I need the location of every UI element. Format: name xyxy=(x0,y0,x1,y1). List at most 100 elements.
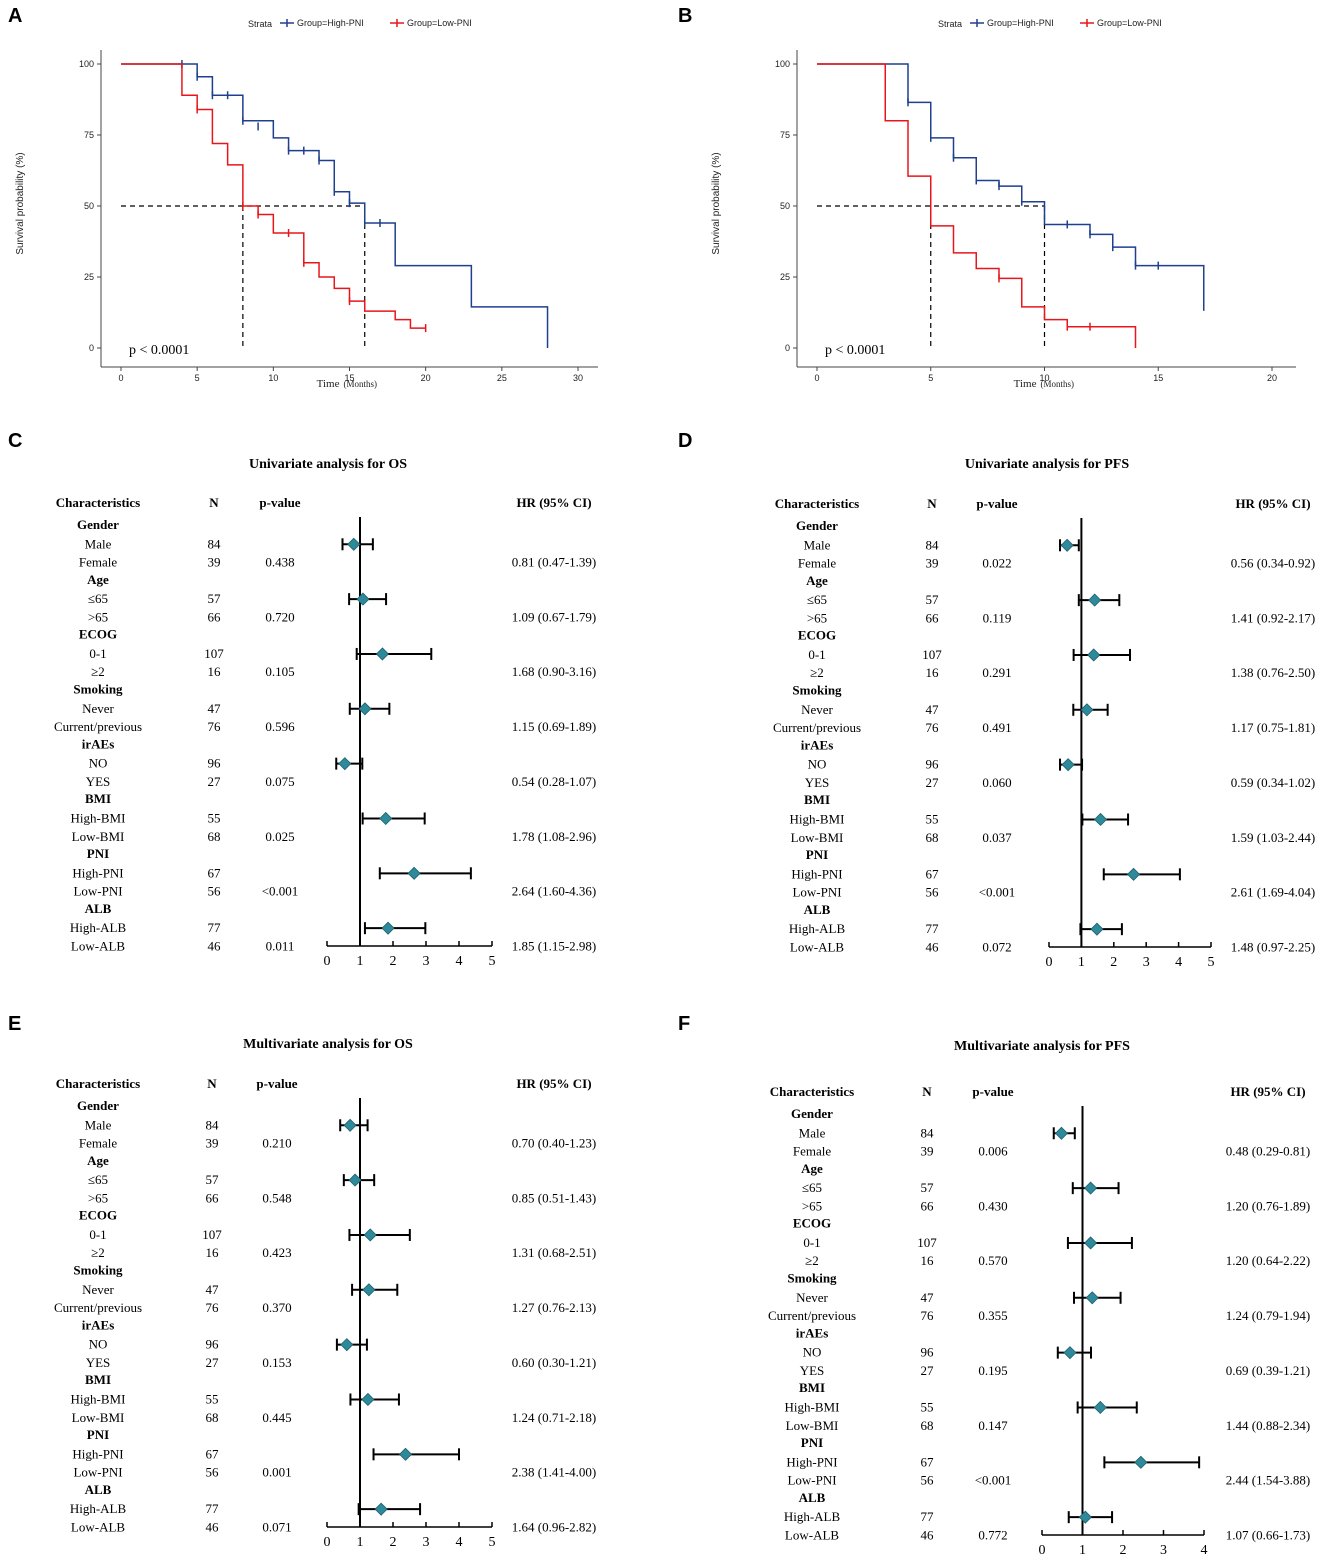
p-value-cell: 0.001 xyxy=(262,1465,291,1480)
group-label: ECOG xyxy=(793,1216,831,1231)
x-tick-label: 10 xyxy=(1039,373,1049,383)
panel-letter-D: D xyxy=(678,430,692,452)
header-characteristics: Characteristics xyxy=(56,495,140,510)
p-value-cell: 0.772 xyxy=(978,1527,1007,1542)
level-n: 67 xyxy=(926,866,940,881)
forest-plot-E: Multivariate analysis for OS Characterist… xyxy=(54,1037,596,1550)
level-label: Low-PNI xyxy=(787,1473,836,1488)
group-label: ECOG xyxy=(79,627,117,642)
hr-diamond xyxy=(1126,867,1141,881)
level-n: 56 xyxy=(926,885,940,900)
hr-diamond xyxy=(340,1338,354,1352)
p-value-cell: 0.491 xyxy=(982,720,1011,735)
y-tick-label: 0 xyxy=(89,343,94,353)
hr-cell: 0.56 (0.34-0.92) xyxy=(1231,556,1316,571)
hr-cell: 0.85 (0.51-1.43) xyxy=(512,1190,597,1205)
y-tick-label: 0 xyxy=(785,343,790,353)
level-n: 68 xyxy=(208,829,221,844)
p-value-cell: 0.548 xyxy=(262,1190,291,1205)
x-tick-label: 0 xyxy=(814,373,819,383)
hr-diamond xyxy=(1087,648,1101,662)
hr-diamond xyxy=(1080,703,1094,717)
hr-cell: 0.69 (0.39-1.21) xyxy=(1226,1363,1311,1378)
hr-cell: 0.59 (0.34-1.02) xyxy=(1231,775,1316,790)
x-axis-unit: (Months) xyxy=(344,379,378,389)
forest-x-tick-label: 3 xyxy=(1143,955,1150,970)
group-label: PNI xyxy=(801,1435,823,1450)
forest-title: Multivariate analysis for PFS xyxy=(954,1039,1130,1054)
hr-diamond xyxy=(398,1447,413,1461)
level-label: Male xyxy=(85,1117,112,1132)
level-n: 27 xyxy=(208,774,222,789)
forest-x-tick-label: 5 xyxy=(489,1535,496,1550)
level-n: 57 xyxy=(206,1172,220,1187)
level-n: 46 xyxy=(921,1527,935,1542)
hr-cell: 1.38 (0.76-2.50) xyxy=(1231,665,1316,680)
level-label: YES xyxy=(800,1363,825,1378)
p-value-cell: 0.105 xyxy=(265,664,294,679)
level-label: High-BMI xyxy=(71,1391,126,1406)
level-label: High-PNI xyxy=(72,1446,123,1461)
y-axis-label: Survival probability (%) xyxy=(15,152,26,254)
y-axis-label: Survival probability (%) xyxy=(711,152,722,254)
p-value-cell: 0.037 xyxy=(982,830,1012,845)
p-value-cell: 0.720 xyxy=(265,609,294,624)
level-n: 68 xyxy=(206,1410,219,1425)
hr-cell: 1.41 (0.92-2.17) xyxy=(1231,610,1316,625)
hr-diamond xyxy=(1078,1510,1092,1524)
level-n: 77 xyxy=(921,1509,935,1524)
forest-x-tick-label: 2 xyxy=(1120,1543,1127,1554)
km-curve-high xyxy=(121,63,549,348)
hr-cell: 1.59 (1.03-2.44) xyxy=(1231,830,1316,845)
legend-item: Group=Low-PNI xyxy=(1097,18,1162,28)
level-n: 67 xyxy=(921,1454,935,1469)
level-label: ≥2 xyxy=(810,665,824,680)
level-label: ≤65 xyxy=(802,1180,822,1195)
group-label: irAEs xyxy=(82,736,115,751)
level-label: >65 xyxy=(802,1198,822,1213)
level-n: 67 xyxy=(206,1446,220,1461)
y-tick-label: 100 xyxy=(775,59,790,69)
legend-title: Strata xyxy=(248,19,272,29)
y-tick-label: 75 xyxy=(84,130,94,140)
hr-cell: 1.44 (0.88-2.34) xyxy=(1226,1418,1311,1433)
forest-x-tick-label: 5 xyxy=(489,954,496,969)
level-n: 66 xyxy=(206,1190,220,1205)
level-n: 96 xyxy=(206,1337,220,1352)
level-label: High-PNI xyxy=(786,1454,837,1469)
legend-item: Group=Low-PNI xyxy=(407,18,472,28)
p-value-cell: 0.438 xyxy=(265,555,294,570)
hr-diamond xyxy=(379,811,393,826)
level-n: 77 xyxy=(208,920,222,935)
p-value-cell: 0.060 xyxy=(982,775,1011,790)
level-n: 47 xyxy=(208,701,222,716)
level-n: 96 xyxy=(926,757,940,772)
km-curve-low xyxy=(121,63,426,329)
level-n: 47 xyxy=(921,1290,935,1305)
level-n: 46 xyxy=(926,939,940,954)
level-label: NO xyxy=(808,757,827,772)
level-n: 55 xyxy=(208,810,221,825)
hr-cell: 1.68 (0.90-3.16) xyxy=(512,664,597,679)
x-tick-label: 30 xyxy=(573,373,583,383)
hr-cell: 1.78 (1.08-2.96) xyxy=(512,829,597,844)
level-label: ≤65 xyxy=(807,592,827,607)
header-p-value: p-value xyxy=(256,1076,297,1091)
x-tick-label: 15 xyxy=(344,373,354,383)
level-label: Never xyxy=(82,1282,114,1297)
level-label: NO xyxy=(89,1337,108,1352)
level-n: 76 xyxy=(926,720,940,735)
p-value-cell: 0.355 xyxy=(978,1308,1007,1323)
header-p-value: p-value xyxy=(259,495,300,510)
p-value-cell: 0.291 xyxy=(982,665,1011,680)
header-p-value: p-value xyxy=(976,496,1017,511)
group-label: Smoking xyxy=(73,682,123,697)
level-n: 84 xyxy=(921,1125,935,1140)
level-label: Current/previous xyxy=(768,1308,856,1323)
forest-x-tick-label: 3 xyxy=(1160,1543,1167,1554)
panel-letter-C: C xyxy=(8,430,22,452)
hr-cell: 0.70 (0.40-1.23) xyxy=(512,1136,597,1151)
forest-x-tick-label: 1 xyxy=(1079,1543,1086,1554)
level-label: Low-BMI xyxy=(72,829,125,844)
hr-diamond xyxy=(1061,758,1075,772)
